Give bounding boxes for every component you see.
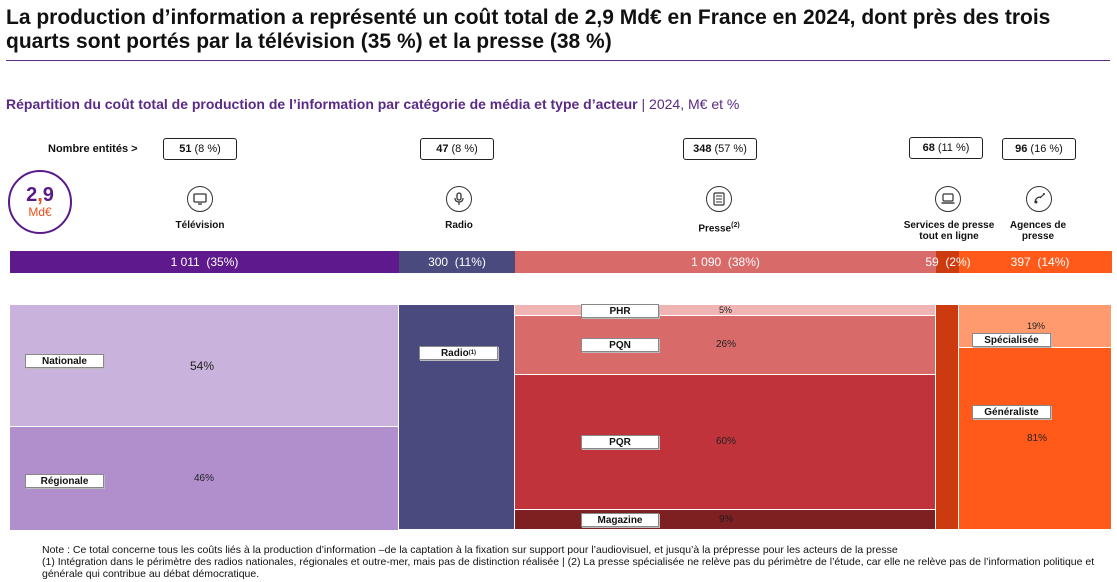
pct-pqr: 60% [716, 436, 737, 447]
bar-television-value: 1 011 [170, 255, 200, 269]
total-dec: 9 [42, 184, 54, 206]
bar-radio: 300 (11%) [399, 251, 515, 273]
footnote-line-1: Note : Ce total concerne tous les coûts … [42, 544, 898, 556]
bar-presse-share: (38%) [727, 255, 760, 269]
subtitle-unit: | 2024, M€ et % [637, 96, 740, 112]
entities-box-television: 51 (8 %) [163, 138, 237, 160]
label-television: Télévision [175, 220, 225, 231]
bar-agences-label: 397 (14%) [1010, 255, 1070, 269]
tv-icon [187, 186, 213, 212]
bar-presse: 1 090 (38%) [515, 251, 936, 273]
tag-regionale: Régionale [25, 474, 104, 488]
bar-agences [959, 251, 1112, 273]
tag-nationale: Nationale [25, 354, 104, 368]
chart-subtitle: Répartition du coût total de production … [6, 96, 739, 112]
mekko-segment-radio-0 [399, 305, 514, 529]
tag-pqr: PQR [581, 435, 659, 449]
bar-television-share: (35%) [206, 255, 239, 269]
pct-specialisee: 19% [1027, 321, 1046, 331]
newspaper-icon [706, 186, 732, 212]
label-radio: Radio [445, 220, 473, 231]
label-presse: Presse(2) [698, 222, 740, 235]
pct-nationale: 54% [190, 359, 215, 373]
subtitle-main: Répartition du coût total de production … [6, 96, 638, 112]
tag-phr: PHR [581, 304, 659, 318]
footnote: Note : Ce total concerne tous les coûts … [42, 544, 1107, 580]
tag-specialisee: Spécialisée [972, 333, 1051, 347]
bar-presse-value: 1 090 [691, 255, 722, 269]
bar-television: 1 011 (35%) [10, 251, 399, 273]
bar-radio-value: 300 [428, 255, 449, 269]
pct-phr: 5% [719, 305, 733, 315]
microphone-icon [446, 186, 472, 212]
total-comma: , [37, 184, 43, 206]
entities-box-radio: 47 (8 %) [420, 138, 494, 160]
satellite-icon [1026, 186, 1052, 212]
entities-box-online: 68 (11 %) [909, 137, 983, 159]
bar-online-label: 59 (2%) [925, 255, 971, 269]
total-int: 2 [26, 184, 38, 206]
tag-pqn: PQN [581, 338, 659, 352]
label-agences: Agences de presse [1009, 220, 1067, 242]
total-unit: Md€ [28, 205, 52, 219]
mekko-segment-presse-0 [515, 305, 935, 315]
mekko-segment-online-0 [936, 305, 958, 529]
pct-magazine: 9% [719, 514, 734, 525]
entities-row-label: Nombre entités > [48, 143, 138, 155]
pct-regionale: 46% [194, 473, 215, 484]
tag-radio: Radio (1) [419, 346, 498, 360]
tag-magazine: Magazine [581, 513, 659, 527]
total-cost-badge: 2,9 Md€ [8, 170, 72, 234]
tag-generaliste: Généraliste [972, 405, 1051, 419]
entities-box-agences: 96 (16 %) [1002, 138, 1076, 160]
laptop-icon [935, 186, 961, 212]
mekko-segment-agences-1 [959, 348, 1111, 529]
page-title: La production d’information a représenté… [6, 6, 1051, 53]
footnote-line-2: (1) Intégration dans le périmètre des ra… [42, 556, 1095, 580]
pct-pqn: 26% [716, 339, 737, 350]
bar-radio-share: (11%) [454, 255, 486, 269]
title-divider [6, 60, 1110, 61]
bar-online [936, 251, 959, 273]
pct-generaliste: 81% [1027, 433, 1048, 444]
label-online: Services de presse tout en ligne [903, 220, 995, 242]
entities-box-presse: 348 (57 %) [683, 138, 757, 160]
